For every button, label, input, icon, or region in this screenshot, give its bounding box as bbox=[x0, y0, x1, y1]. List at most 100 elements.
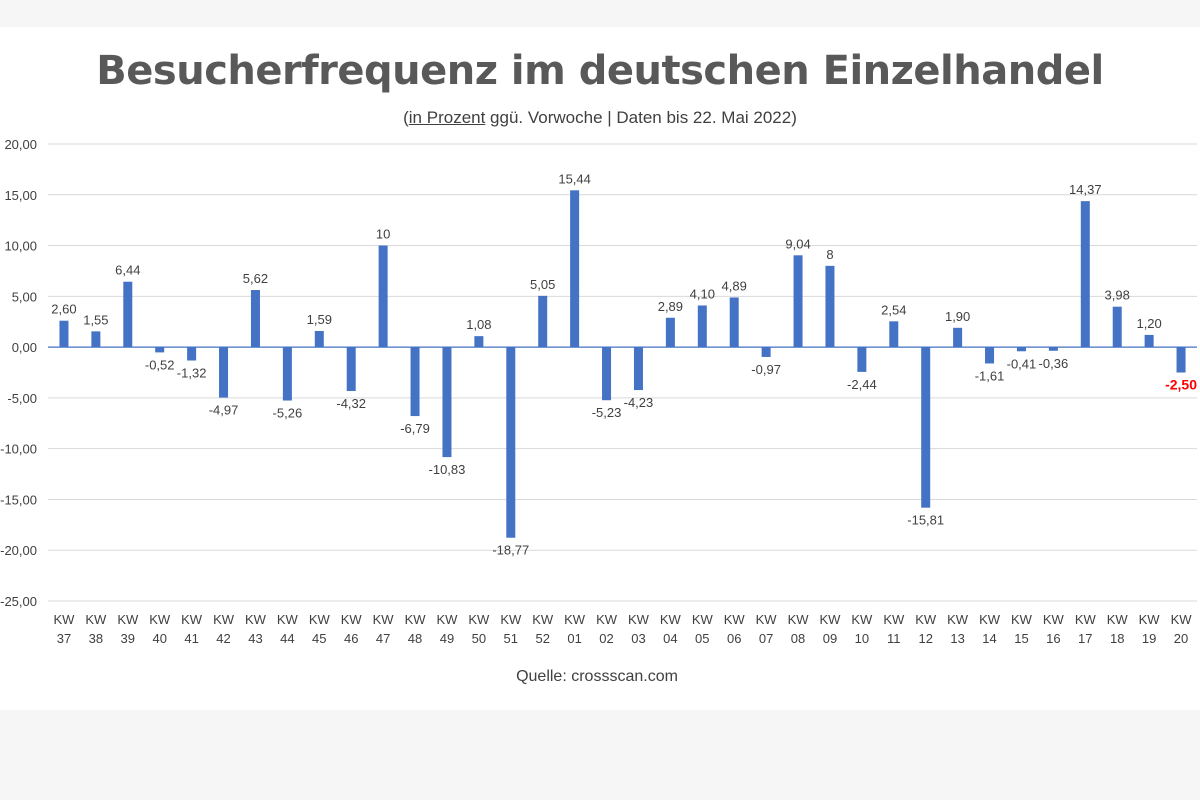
x-tick-label-week: 45 bbox=[312, 631, 326, 646]
x-tick-label-prefix: KW bbox=[500, 612, 522, 627]
x-tick-label-week: 19 bbox=[1142, 631, 1156, 646]
x-tick-label-prefix: KW bbox=[532, 612, 554, 627]
x-tick-label-week: 46 bbox=[344, 631, 358, 646]
data-label: 1,55 bbox=[83, 312, 108, 327]
x-tick-label-prefix: KW bbox=[947, 612, 969, 627]
x-tick-label-week: 03 bbox=[631, 631, 645, 646]
data-label: 4,89 bbox=[722, 278, 747, 293]
x-tick-label-prefix: KW bbox=[596, 612, 618, 627]
y-tick-label: -5,00 bbox=[7, 391, 37, 406]
y-tick-label: -15,00 bbox=[0, 492, 37, 507]
x-tick-label-prefix: KW bbox=[468, 612, 490, 627]
x-tick-label-week: 48 bbox=[408, 631, 422, 646]
x-tick-label-week: 51 bbox=[504, 631, 518, 646]
data-label: 15,44 bbox=[558, 171, 591, 186]
data-label: -6,79 bbox=[400, 421, 430, 436]
bar bbox=[59, 320, 69, 348]
x-tick-label-prefix: KW bbox=[277, 612, 299, 627]
bar bbox=[665, 317, 675, 348]
data-label: -2,50 bbox=[1165, 377, 1197, 393]
bar bbox=[570, 190, 580, 348]
data-label: 1,08 bbox=[466, 317, 491, 332]
data-label: 9,04 bbox=[785, 236, 810, 251]
data-label: -0,41 bbox=[1007, 356, 1037, 371]
x-tick-label-week: 05 bbox=[695, 631, 709, 646]
x-tick-label-week: 15 bbox=[1014, 631, 1028, 646]
x-tick-label-prefix: KW bbox=[405, 612, 427, 627]
bar bbox=[442, 347, 452, 458]
data-label: 5,05 bbox=[530, 277, 555, 292]
bar bbox=[602, 347, 612, 401]
bar bbox=[378, 245, 388, 348]
bar bbox=[729, 297, 739, 348]
x-tick-label-prefix: KW bbox=[692, 612, 714, 627]
y-tick-label: 20,00 bbox=[4, 137, 37, 152]
bar bbox=[793, 255, 803, 348]
bar bbox=[889, 321, 899, 348]
data-label: 2,54 bbox=[881, 302, 906, 317]
x-tick-label-week: 04 bbox=[663, 631, 677, 646]
x-tick-label-week: 40 bbox=[152, 631, 166, 646]
x-tick-label-prefix: KW bbox=[341, 612, 363, 627]
data-label: -4,23 bbox=[624, 395, 654, 410]
bar bbox=[187, 347, 197, 361]
subtitle-rest: ggü. Vorwoche | Daten bis 22. Mai 2022) bbox=[485, 108, 797, 127]
y-tick-label: 15,00 bbox=[4, 188, 37, 203]
x-tick-label-prefix: KW bbox=[1075, 612, 1097, 627]
data-label: -15,81 bbox=[907, 513, 944, 528]
x-tick-label-week: 12 bbox=[918, 631, 932, 646]
x-tick-label-week: 42 bbox=[216, 631, 230, 646]
x-tick-label-week: 37 bbox=[57, 631, 71, 646]
x-tick-label-week: 49 bbox=[440, 631, 454, 646]
chart-subtitle: (in Prozent ggü. Vorwoche | Daten bis 22… bbox=[0, 108, 1200, 128]
data-label: -10,83 bbox=[429, 462, 466, 477]
data-label: 8 bbox=[826, 247, 833, 262]
subtitle-open: ( bbox=[403, 108, 409, 127]
x-tick-label-prefix: KW bbox=[245, 612, 267, 627]
data-label: -2,44 bbox=[847, 377, 877, 392]
y-tick-label: 10,00 bbox=[4, 239, 37, 254]
x-tick-label-week: 01 bbox=[567, 631, 581, 646]
bar bbox=[825, 265, 835, 348]
x-tick-label-week: 07 bbox=[759, 631, 773, 646]
bar bbox=[633, 347, 643, 391]
y-tick-label: 5,00 bbox=[12, 289, 37, 304]
x-tick-label-prefix: KW bbox=[373, 612, 395, 627]
chart-card bbox=[0, 27, 1200, 710]
x-tick-label-prefix: KW bbox=[1107, 612, 1129, 627]
x-tick-label-prefix: KW bbox=[1171, 612, 1193, 627]
data-label: 3,98 bbox=[1105, 288, 1130, 303]
x-tick-label-week: 44 bbox=[280, 631, 294, 646]
chart-title: Besucherfrequenz im deutschen Einzelhand… bbox=[96, 48, 1104, 94]
x-tick-label-prefix: KW bbox=[564, 612, 586, 627]
bar bbox=[219, 347, 229, 398]
data-label: 1,90 bbox=[945, 309, 970, 324]
x-tick-label-prefix: KW bbox=[53, 612, 75, 627]
data-label: -5,23 bbox=[592, 405, 622, 420]
x-tick-label-prefix: KW bbox=[851, 612, 873, 627]
bar bbox=[985, 347, 995, 364]
y-tick-label: -25,00 bbox=[0, 594, 37, 609]
bar bbox=[1144, 334, 1154, 348]
x-tick-label-week: 06 bbox=[727, 631, 741, 646]
x-tick-label-week: 41 bbox=[184, 631, 198, 646]
data-label: -0,52 bbox=[145, 357, 175, 372]
bar bbox=[953, 327, 963, 348]
x-tick-label-prefix: KW bbox=[436, 612, 458, 627]
bar bbox=[761, 347, 771, 357]
x-tick-label-prefix: KW bbox=[309, 612, 331, 627]
x-tick-label-week: 14 bbox=[982, 631, 996, 646]
source-note: Quelle: crossscan.com bbox=[516, 668, 678, 685]
x-tick-label-week: 50 bbox=[472, 631, 486, 646]
x-tick-label-week: 13 bbox=[950, 631, 964, 646]
x-tick-label-prefix: KW bbox=[915, 612, 937, 627]
bar bbox=[1048, 347, 1058, 351]
bar bbox=[1016, 347, 1026, 352]
subtitle-unit: in Prozent bbox=[408, 108, 486, 127]
data-label: -5,26 bbox=[273, 406, 303, 421]
bar bbox=[314, 330, 324, 348]
x-tick-label-prefix: KW bbox=[979, 612, 1001, 627]
bar bbox=[1176, 347, 1186, 373]
x-tick-label-prefix: KW bbox=[788, 612, 810, 627]
x-tick-label-prefix: KW bbox=[756, 612, 778, 627]
